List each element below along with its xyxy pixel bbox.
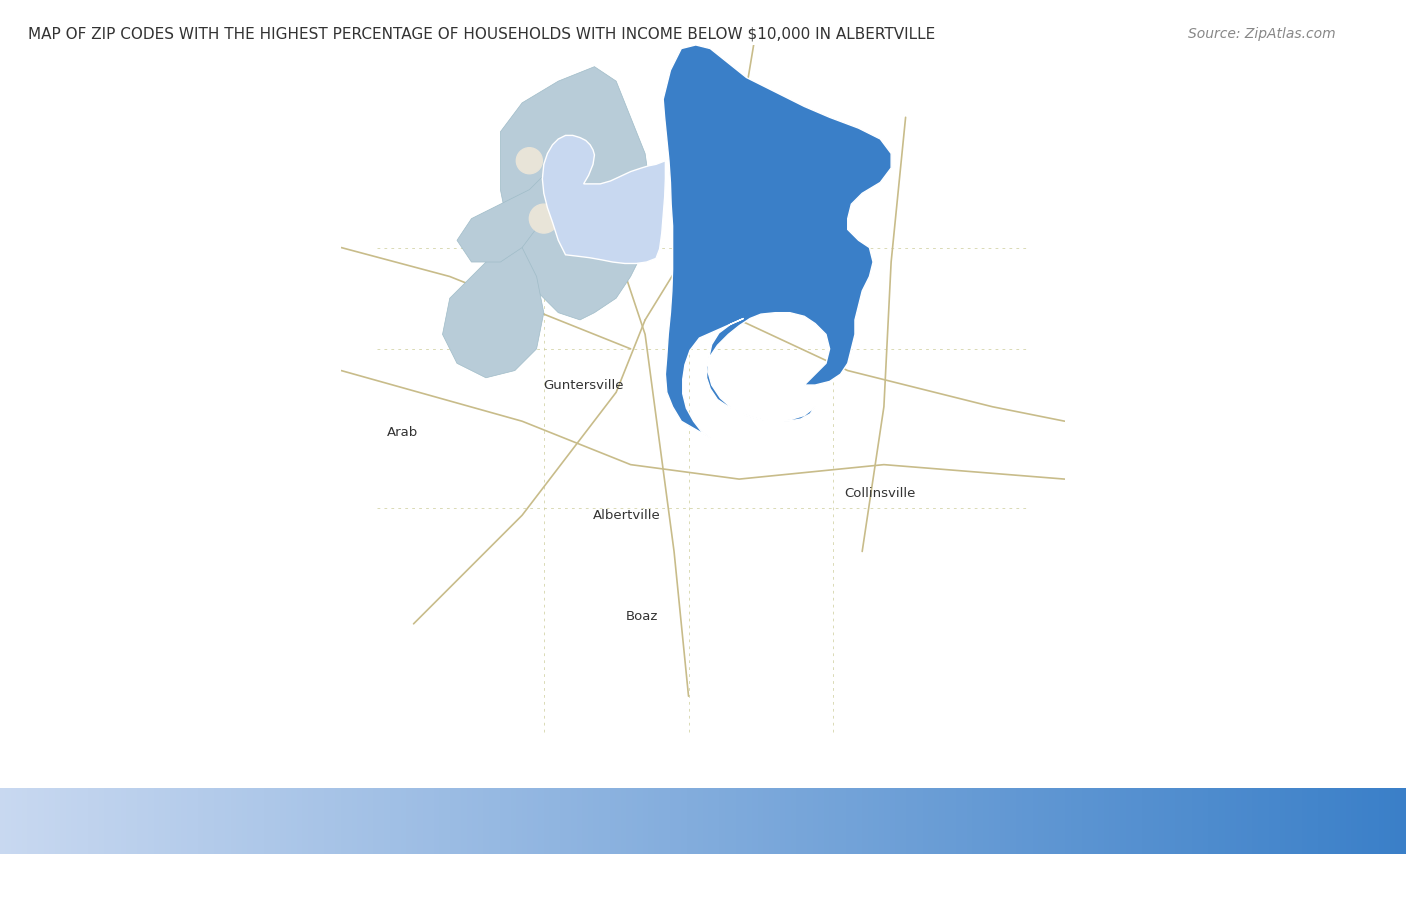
Polygon shape [543,136,665,263]
Text: Collinsville: Collinsville [845,487,915,500]
Circle shape [529,204,558,233]
Text: Boaz: Boaz [626,610,658,623]
Polygon shape [501,67,652,320]
Circle shape [562,179,583,200]
Polygon shape [443,226,544,378]
Text: Arab: Arab [387,425,419,439]
Polygon shape [457,154,558,262]
Circle shape [516,147,543,174]
Text: MAP OF ZIP CODES WITH THE HIGHEST PERCENTAGE OF HOUSEHOLDS WITH INCOME BELOW $10: MAP OF ZIP CODES WITH THE HIGHEST PERCEN… [28,27,935,42]
Text: Albertville: Albertville [593,509,661,521]
Text: Source: ZipAtlas.com: Source: ZipAtlas.com [1188,27,1336,41]
Polygon shape [664,45,891,438]
Text: Guntersville: Guntersville [543,378,624,392]
